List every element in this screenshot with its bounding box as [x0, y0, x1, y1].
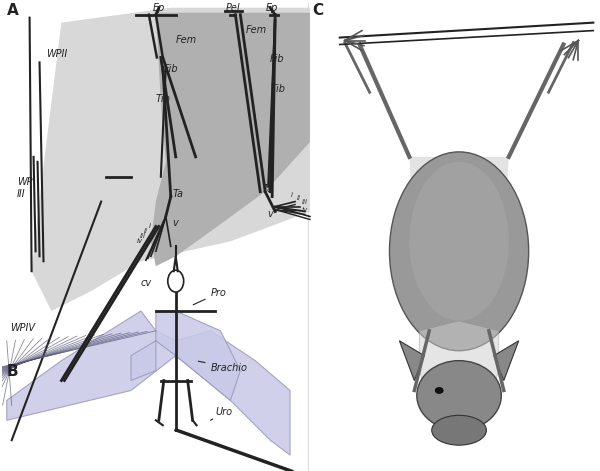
Text: iv: iv	[137, 238, 143, 244]
Ellipse shape	[432, 415, 487, 445]
Text: ii: ii	[297, 195, 301, 201]
Polygon shape	[131, 311, 241, 400]
Text: WPIV: WPIV	[10, 323, 35, 333]
Text: v: v	[173, 219, 179, 228]
Text: C: C	[312, 3, 323, 18]
Text: Fib: Fib	[270, 55, 285, 65]
Text: Brachio: Brachio	[199, 361, 248, 373]
Polygon shape	[494, 341, 519, 381]
Ellipse shape	[409, 162, 509, 321]
Text: Ep: Ep	[153, 3, 165, 13]
Text: Uro: Uro	[211, 407, 233, 420]
Text: Tib: Tib	[156, 94, 171, 104]
Polygon shape	[419, 321, 499, 420]
Text: B: B	[7, 364, 19, 379]
Ellipse shape	[389, 152, 529, 351]
Ellipse shape	[417, 361, 502, 430]
Text: Fem: Fem	[245, 24, 266, 34]
Text: Ep: Ep	[266, 3, 278, 13]
Polygon shape	[32, 8, 310, 311]
Text: Pro: Pro	[193, 288, 226, 305]
Text: A: A	[7, 3, 19, 18]
Ellipse shape	[168, 270, 184, 292]
Polygon shape	[176, 331, 290, 455]
Text: ii: ii	[144, 228, 148, 235]
Text: WPII: WPII	[46, 49, 68, 59]
Text: WP
III: WP III	[17, 177, 32, 199]
Text: cv: cv	[141, 278, 152, 288]
Ellipse shape	[435, 388, 443, 393]
Polygon shape	[151, 13, 310, 266]
Text: Ta: Ta	[262, 184, 273, 194]
Text: Pel: Pel	[226, 3, 240, 13]
Polygon shape	[459, 157, 509, 331]
Text: Fem: Fem	[176, 34, 197, 45]
Text: iv: iv	[302, 206, 308, 212]
Text: iii: iii	[140, 233, 146, 239]
Text: i: i	[149, 223, 151, 229]
Text: Tib: Tib	[270, 84, 285, 94]
Text: Ta: Ta	[173, 188, 184, 199]
Text: iii: iii	[302, 199, 308, 204]
Polygon shape	[400, 341, 424, 381]
Polygon shape	[7, 311, 176, 420]
Text: v: v	[267, 209, 273, 219]
Text: i: i	[291, 192, 293, 198]
Text: Fib: Fib	[164, 65, 178, 74]
Polygon shape	[409, 157, 459, 331]
